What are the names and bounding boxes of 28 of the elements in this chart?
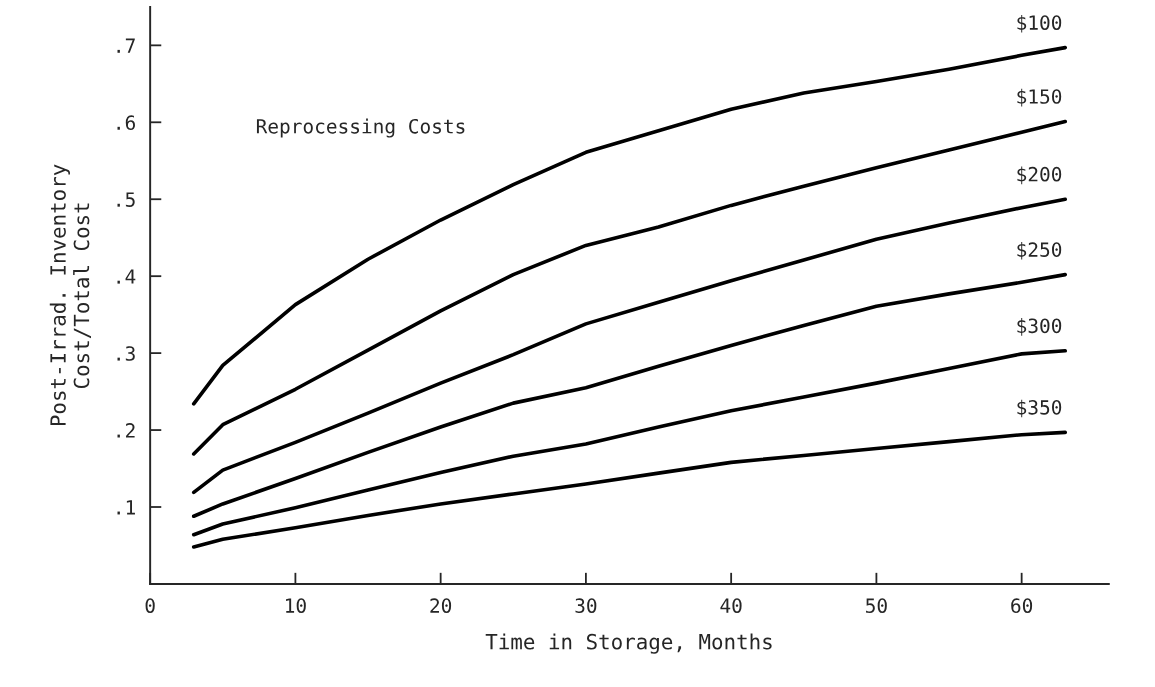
- x-tick-label: 40: [720, 598, 742, 613]
- x-tick-label: 50: [866, 598, 887, 613]
- y-tick-label: .6: [117, 115, 135, 130]
- series-label: $250: [1017, 241, 1062, 260]
- series-label: $150: [1017, 88, 1062, 107]
- series-label: $350: [1017, 399, 1062, 418]
- line-series: [191, 430, 1068, 549]
- y-tick-label: .7: [117, 38, 135, 53]
- y-tick-label: .2: [117, 423, 135, 438]
- y-axis-title: Post-Irrad. Inventory Cost/Total Cost: [49, 164, 92, 426]
- x-tick-label: 20: [430, 598, 452, 613]
- line-series: [191, 119, 1068, 456]
- y-tick-label: .4: [117, 269, 136, 284]
- line-series: [191, 349, 1068, 537]
- x-axis-title: Time in Storage, Months: [485, 633, 772, 654]
- annotation: Reprocessing Costs: [256, 118, 465, 138]
- x-tick-label: 30: [575, 598, 597, 613]
- x-tick-label: 10: [286, 598, 306, 613]
- series-label: $100: [1017, 14, 1062, 33]
- line-series: [191, 272, 1068, 519]
- x-tick-label: 60: [1011, 598, 1033, 613]
- series-label: $300: [1017, 318, 1062, 336]
- series-label: $200: [1017, 166, 1062, 185]
- y-tick-label: .3: [117, 346, 135, 361]
- line-series: [191, 197, 1068, 495]
- y-tick-label: .5: [117, 192, 135, 207]
- y-tick-label: .1: [117, 500, 135, 515]
- x-tick-label: 0: [145, 598, 155, 613]
